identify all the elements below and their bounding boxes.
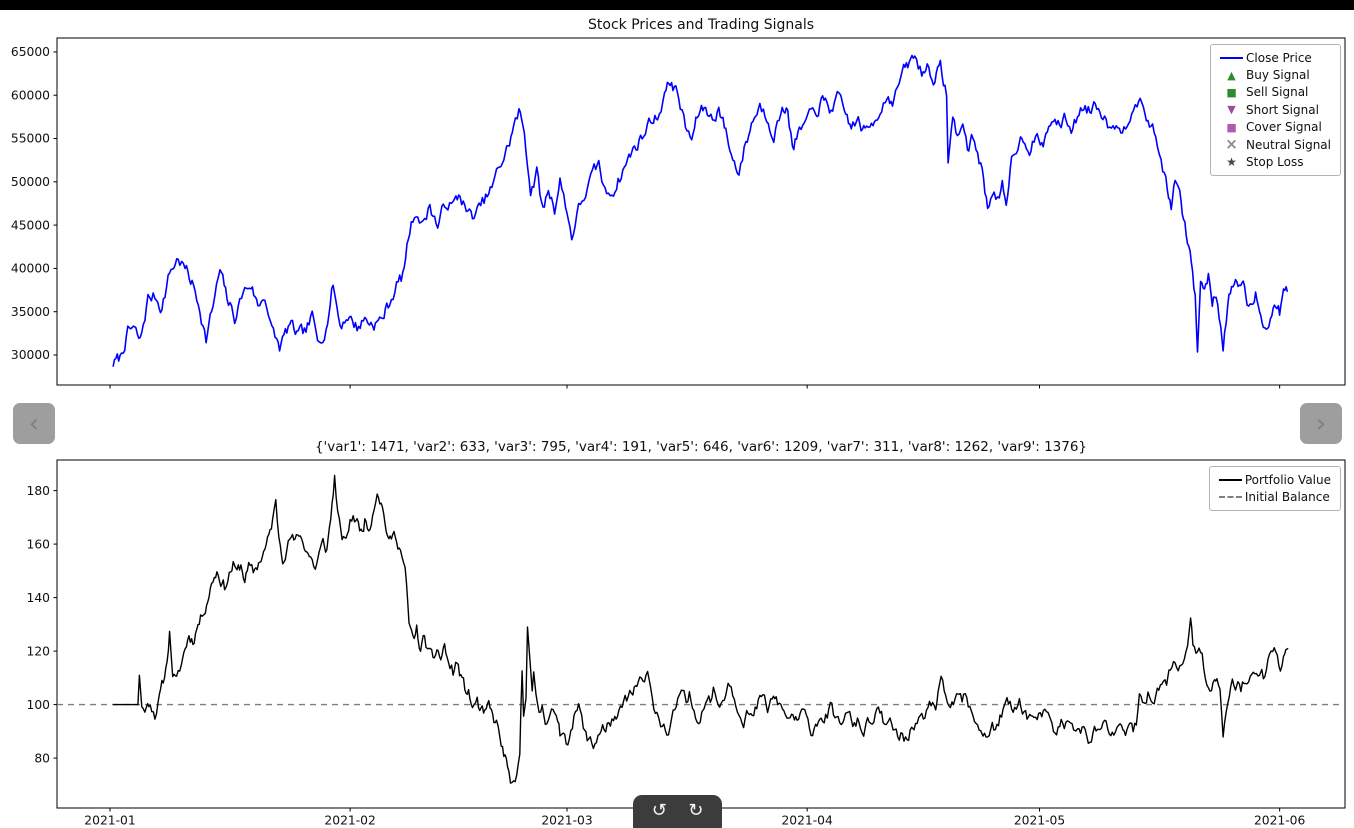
legend-marker-icon: ▲ <box>1227 68 1236 82</box>
legend-item: Close Price <box>1217 49 1331 66</box>
legend-dashed-line-swatch <box>1216 496 1245 499</box>
y-tick-label: 120 <box>27 644 50 658</box>
legend-item-label: Close Price <box>1246 50 1312 65</box>
price-chart-title: Stock Prices and Trading Signals <box>588 17 814 33</box>
y-tick-label: 50000 <box>11 175 50 189</box>
legend-item: ▼ Short Signal <box>1217 101 1331 118</box>
rotate-left-button[interactable]: ↺ <box>646 801 673 821</box>
y-tick-label: 180 <box>27 484 50 498</box>
rotate-cw-icon: ↻ <box>688 800 704 821</box>
y-tick-label: 80 <box>34 751 50 765</box>
legend-item-label: Portfolio Value <box>1244 472 1331 487</box>
legend-item-label: Sell Signal <box>1246 85 1309 100</box>
y-tick-label: 35000 <box>11 305 50 319</box>
chevron-right-icon: › <box>1315 408 1327 439</box>
legend-marker-icon: ★ <box>1226 154 1237 169</box>
y-tick-label: 45000 <box>11 218 50 232</box>
rotate-toolbar: ↺ ↻ <box>633 795 722 828</box>
legend-line-swatch <box>1217 56 1246 59</box>
legend-item-label: Buy Signal <box>1246 68 1310 83</box>
legend-marker-icon: × <box>1225 135 1238 154</box>
rotate-ccw-icon: ↺ <box>651 800 667 821</box>
legend-item-label: Initial Balance <box>1244 490 1330 505</box>
y-tick-label: 55000 <box>11 132 50 146</box>
y-tick-label: 30000 <box>11 348 50 362</box>
axes-frame <box>56 37 1346 386</box>
legend-item-label: Short Signal <box>1246 102 1319 117</box>
legend-item: Portfolio Value <box>1216 471 1331 488</box>
legend-marker-icon: ▼ <box>1227 103 1236 117</box>
chevron-left-icon: ‹ <box>28 408 40 439</box>
y-tick-label: 60000 <box>11 88 50 102</box>
x-tick-label: 2021-02 <box>324 814 375 828</box>
axes-frame <box>56 459 1346 809</box>
legend-marker-icon: ■ <box>1226 120 1237 134</box>
next-chart-button[interactable]: › <box>1300 403 1342 444</box>
legend-item: Initial Balance <box>1216 488 1331 505</box>
y-tick-label: 140 <box>27 591 50 605</box>
legend-item: × Neutral Signal <box>1217 136 1331 153</box>
x-tick-label: 2021-05 <box>1014 814 1065 828</box>
legend-item: ■ Cover Signal <box>1217 119 1331 136</box>
portfolio-chart-legend: Portfolio Value Initial Balance <box>1208 466 1341 511</box>
previous-chart-button[interactable]: ‹ <box>13 403 55 444</box>
legend-item-label: Stop Loss <box>1246 155 1304 170</box>
y-tick-label: 40000 <box>11 262 50 276</box>
top-black-bar <box>0 0 1354 10</box>
legend-item: ★ Stop Loss <box>1217 153 1331 170</box>
x-tick-label: 2021-04 <box>781 814 833 828</box>
legend-item-label: Neutral Signal <box>1246 137 1331 152</box>
legend-item: ▲ Buy Signal <box>1217 66 1331 83</box>
portfolio-value-line <box>113 474 1289 784</box>
y-tick-label: 100 <box>27 698 50 712</box>
legend-item: ■ Sell Signal <box>1217 84 1331 101</box>
portfolio-chart-title: {'var1': 1471, 'var2': 633, 'var3': 795,… <box>314 439 1088 455</box>
legend-item-label: Cover Signal <box>1246 120 1322 135</box>
legend-marker-icon: ■ <box>1226 85 1237 99</box>
y-tick-label: 65000 <box>11 45 50 59</box>
y-tick-label: 160 <box>27 537 50 551</box>
legend-line-swatch <box>1216 478 1245 481</box>
close-price-line <box>112 54 1289 367</box>
x-tick-label: 2021-06 <box>1254 814 1306 828</box>
price-chart-legend: Close Price ▲ Buy Signal ■ Sell Signal ▼ Short… <box>1210 44 1341 176</box>
x-tick-label: 2021-03 <box>541 814 592 828</box>
rotate-right-button[interactable]: ↻ <box>682 801 709 821</box>
x-tick-label: 2021-01 <box>84 814 135 828</box>
